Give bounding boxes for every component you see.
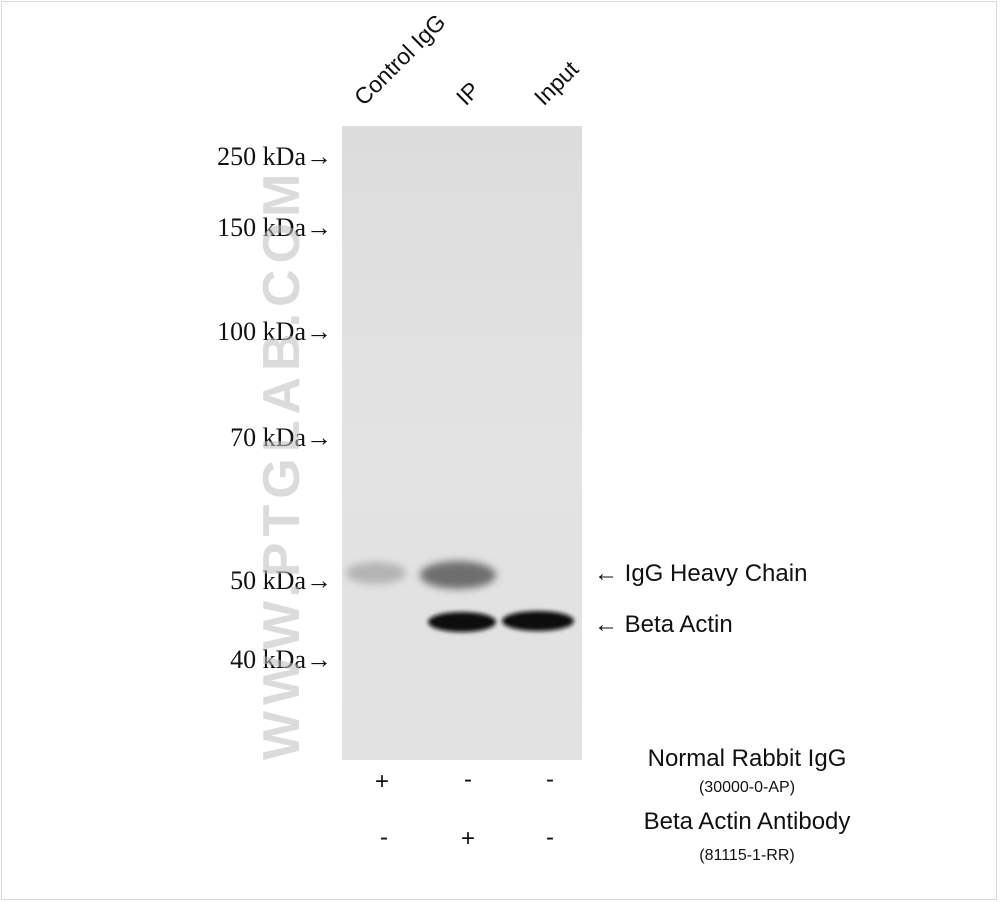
band-ip-heavy-chain bbox=[420, 561, 496, 589]
label-igg-heavy-chain: ← IgG Heavy Chain bbox=[594, 560, 808, 587]
sign-igg-lane3: - bbox=[546, 766, 554, 793]
western-blot-gel bbox=[342, 126, 582, 760]
marker-100kda: 100 kDa→ bbox=[217, 317, 332, 346]
marker-150kda: 150 kDa→ bbox=[217, 213, 332, 242]
watermark: WWW.PTGLAB.COM bbox=[253, 167, 311, 760]
blot-bands bbox=[342, 126, 582, 760]
band-input-beta-actin bbox=[502, 611, 574, 631]
sign-igg-lane1: + bbox=[374, 768, 389, 795]
reagent-normal-rabbit-igg: Normal Rabbit IgG bbox=[647, 745, 847, 772]
reagent-beta-actin-antibody-catalog: (81115-1-RR) bbox=[699, 847, 795, 864]
marker-250kda: 250 kDa→ bbox=[217, 142, 332, 171]
marker-50kda: 50 kDa→ bbox=[230, 566, 332, 595]
marker-70kda: 70 kDa→ bbox=[230, 423, 332, 452]
label-beta-actin: ← Beta Actin bbox=[594, 611, 733, 638]
sign-igg-lane2: - bbox=[464, 766, 472, 793]
marker-40kda: 40 kDa→ bbox=[230, 645, 332, 674]
reagent-beta-actin-antibody: Beta Actin Antibody bbox=[643, 808, 851, 835]
sign-actin-lane1: - bbox=[380, 824, 388, 851]
sign-actin-lane3: - bbox=[546, 824, 554, 851]
sign-actin-lane2: + bbox=[460, 825, 475, 852]
reagent-normal-rabbit-igg-catalog: (30000-0-AP) bbox=[698, 779, 796, 796]
band-ip-beta-actin bbox=[428, 612, 496, 632]
band-control-igg-heavy-chain bbox=[346, 562, 406, 584]
